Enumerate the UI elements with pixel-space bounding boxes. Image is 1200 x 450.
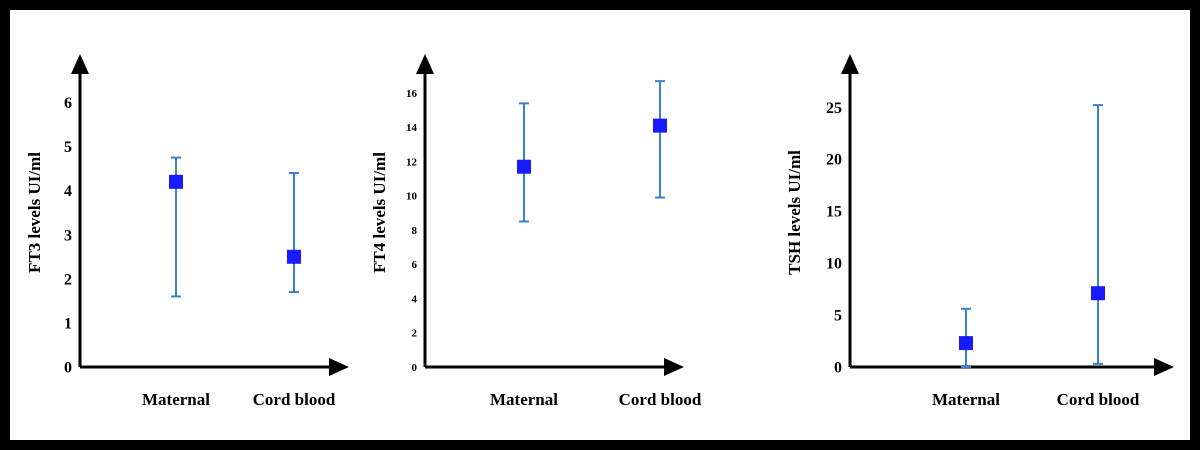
- y-tick-label: 8: [412, 225, 418, 237]
- data-point-marker: [169, 174, 183, 189]
- x-axis-arrow: [664, 358, 684, 376]
- x-axis-arrow: [329, 358, 349, 376]
- y-tick-label: 6: [412, 259, 418, 271]
- data-point-marker: [287, 249, 301, 264]
- x-category-label: Maternal: [932, 390, 1000, 409]
- y-tick-label: 4: [412, 293, 418, 305]
- chart-1: 0 1 2 3 4 5 6 FT3 levels UI/ml Maternal Cord bloo…: [25, 54, 349, 409]
- x-category-label: Cord blood: [619, 390, 702, 409]
- y-tick-label: 0: [834, 360, 842, 377]
- x-axis-arrow: [1154, 358, 1174, 376]
- data-point-marker: [517, 159, 531, 174]
- y-tick-label: 4: [64, 183, 72, 200]
- data-point-marker: [1091, 286, 1105, 301]
- y-tick-label: 14: [406, 122, 418, 134]
- y-axis-arrow: [71, 54, 89, 74]
- chart-3: 0 5 10 15 20 25 TSH levels UI/ml Maternal Cord b…: [785, 54, 1174, 409]
- y-tick-label: 2: [64, 271, 72, 288]
- x-category-label: Maternal: [142, 390, 210, 409]
- white-panel: [10, 10, 1190, 440]
- y-tick-label: 16: [406, 88, 418, 100]
- y-tick-label: 5: [64, 139, 72, 156]
- y-tick-label: 6: [64, 95, 72, 112]
- y-tick-label: 3: [64, 227, 72, 244]
- y-tick-label: 0: [412, 362, 418, 374]
- y-axis-arrow: [841, 54, 859, 74]
- data-point-marker: [959, 336, 973, 351]
- chart-2: 0 2 4 6 8 10 12 14 16 FT4 levels UI/ml Maternal Cor…: [370, 54, 702, 409]
- y-tick-label: 10: [826, 256, 842, 273]
- y-tick-label: 20: [826, 152, 842, 169]
- y-axis-label: FT3 levels UI/ml: [25, 152, 44, 273]
- y-tick-label: 15: [826, 204, 842, 221]
- y-tick-label: 1: [64, 316, 72, 333]
- y-tick-label: 0: [64, 360, 72, 377]
- x-category-label: Cord blood: [253, 390, 336, 409]
- y-tick-label: 12: [406, 156, 418, 168]
- y-tick-label: 2: [412, 328, 418, 340]
- x-category-label: Maternal: [490, 390, 558, 409]
- data-point-marker: [653, 118, 667, 133]
- y-axis-label: FT4 levels UI/ml: [370, 152, 389, 273]
- y-tick-label: 25: [826, 100, 842, 117]
- y-tick-label: 5: [834, 308, 842, 325]
- y-axis-label: TSH levels UI/ml: [785, 150, 804, 275]
- y-tick-label: 10: [406, 191, 418, 203]
- x-category-label: Cord blood: [1057, 390, 1140, 409]
- y-axis-arrow: [416, 54, 434, 74]
